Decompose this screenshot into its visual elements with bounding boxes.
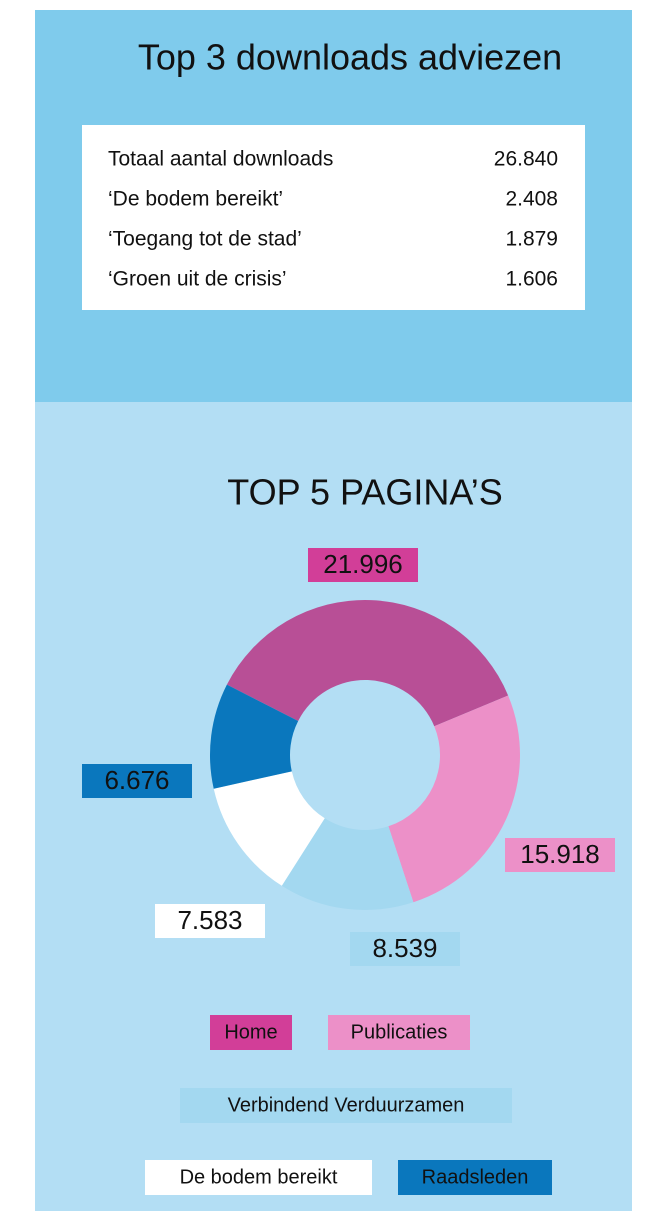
value-label-box — [505, 838, 615, 872]
value-label: 8.539 — [372, 933, 437, 963]
value-label: 15.918 — [520, 839, 600, 869]
legend-label: Raadsleden — [422, 1166, 529, 1188]
table-box — [82, 125, 585, 310]
legend-swatch — [328, 1015, 470, 1050]
value-label-box — [308, 548, 418, 582]
row-label: ‘Toegang tot de stad’ — [108, 228, 302, 251]
legend-swatch — [398, 1160, 552, 1195]
donut: 21.996 15.918 8.539 7.583 6.676 Home Publicati… — [82, 548, 615, 1195]
row-value: 1.606 — [505, 268, 558, 291]
donut-segment — [388, 695, 520, 903]
legend-label: Home — [224, 1021, 277, 1043]
row-value: 1.879 — [505, 228, 558, 251]
value-label-box — [350, 932, 460, 966]
legend-label: Publicaties — [351, 1021, 448, 1043]
donut-segment — [210, 684, 299, 789]
chart-title: TOP 5 PAGINA’S — [227, 472, 502, 513]
row-value: 26.840 — [494, 148, 558, 171]
pages-panel — [35, 402, 632, 1211]
legend-swatch — [180, 1088, 512, 1123]
row-label: ‘De bodem bereikt’ — [108, 188, 283, 211]
legend-label: Verbindend Verduurzamen — [228, 1094, 465, 1116]
donut-segment — [281, 818, 414, 910]
donut-segment — [213, 771, 325, 886]
value-label: 21.996 — [323, 549, 403, 579]
legend-swatch — [210, 1015, 292, 1050]
row-label: Totaal aantal downloads — [108, 148, 333, 171]
value-label: 7.583 — [177, 905, 242, 935]
value-label-box — [82, 764, 192, 798]
table: Totaal aantal downloads 26.840 ‘De bodem b… — [108, 148, 558, 291]
value-label-box — [155, 904, 265, 938]
table-title: Top 3 downloads adviezen — [138, 37, 562, 78]
donut-segment — [226, 600, 509, 727]
legend-swatch — [145, 1160, 372, 1195]
legend-label: De bodem bereikt — [180, 1166, 338, 1188]
value-label: 6.676 — [104, 765, 169, 795]
row-value: 2.408 — [505, 188, 558, 211]
row-label: ‘Groen uit de crisis’ — [108, 268, 287, 291]
